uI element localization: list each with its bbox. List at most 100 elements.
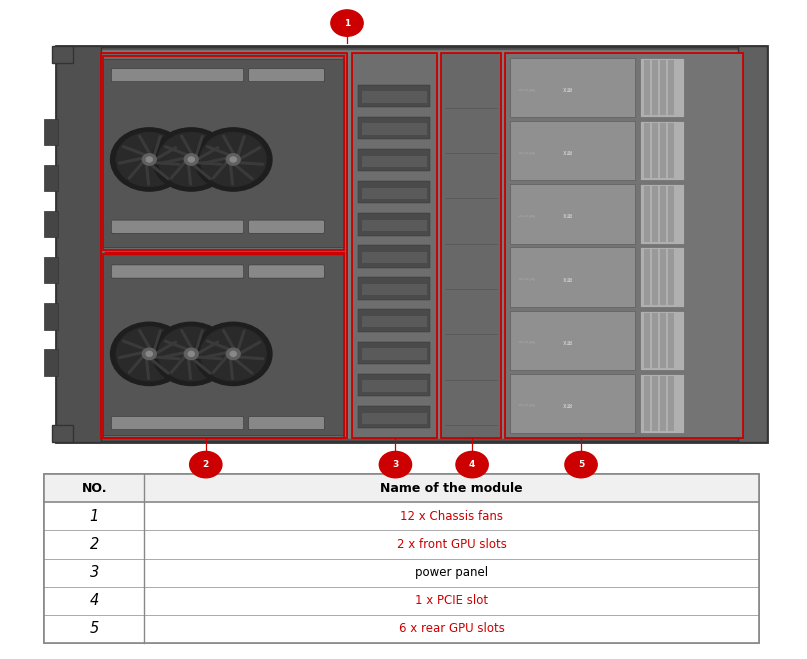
Text: 1: 1 [90,509,99,524]
Bar [660,123,666,179]
Circle shape [456,451,488,478]
Text: GeForce: GeForce [517,275,535,279]
Text: GeForce: GeForce [517,338,535,342]
Bar [362,123,427,134]
Text: 1: 1 [344,18,350,28]
Circle shape [230,351,236,357]
Circle shape [116,327,182,381]
Bar [668,186,674,242]
Text: 3: 3 [90,565,99,580]
Bar [652,123,658,179]
Bar [358,341,430,364]
Text: RTX: RTX [562,212,571,216]
Bar [358,149,430,171]
Bar [44,558,759,587]
Bar [660,249,666,304]
Bar [652,376,658,431]
Bar [352,53,437,438]
Bar [101,53,347,438]
Bar [44,474,759,502]
Bar [362,413,427,424]
Circle shape [200,132,266,186]
Bar [44,257,58,283]
Bar [738,46,767,442]
Circle shape [146,351,153,357]
Bar [358,374,430,396]
Bar [44,165,58,191]
Text: 12 x Chassis fans: 12 x Chassis fans [400,510,503,523]
Bar [60,49,763,439]
Circle shape [200,327,266,381]
Bar [362,284,427,295]
Circle shape [153,128,230,191]
Bar [362,380,427,391]
Circle shape [230,157,236,162]
Bar [668,376,674,431]
Bar [44,119,58,145]
Bar [652,249,658,304]
Bar [660,376,666,431]
Bar [44,530,759,558]
Bar [652,312,658,368]
Bar [362,252,427,263]
Bar [56,46,101,442]
FancyBboxPatch shape [111,416,244,430]
Bar [505,53,743,438]
Circle shape [565,451,597,478]
Bar [44,502,759,530]
Circle shape [116,132,182,186]
Bar [358,277,430,300]
Bar [644,249,650,304]
Bar [103,56,344,250]
Text: RTX: RTX [562,401,571,406]
Bar [510,374,635,433]
Text: power panel: power panel [415,566,488,579]
Bar [644,123,650,179]
Bar [640,374,684,433]
Bar [441,53,501,438]
FancyBboxPatch shape [111,265,244,278]
Circle shape [158,327,224,381]
Circle shape [226,154,240,165]
Bar [44,349,58,376]
Circle shape [111,322,188,386]
Bar [101,53,347,438]
Bar [668,249,674,304]
Text: 1 x PCIE slot: 1 x PCIE slot [415,594,488,607]
Text: NO.: NO. [82,482,107,495]
Bar [358,213,430,235]
Bar [52,46,73,63]
Text: 4: 4 [469,460,475,469]
Bar [358,310,430,332]
Circle shape [226,348,240,360]
Circle shape [194,322,272,386]
Text: 5: 5 [90,621,99,636]
Text: 3: 3 [392,460,399,469]
Bar [44,587,759,614]
Bar [644,376,650,431]
Bar [652,60,658,115]
FancyBboxPatch shape [111,69,244,82]
Text: GeForce: GeForce [517,86,535,90]
Bar [640,121,684,181]
Bar [644,60,650,115]
Text: 2: 2 [90,537,99,552]
Bar [44,614,759,643]
Bar [362,92,427,103]
Bar [358,117,430,139]
Text: 5: 5 [578,460,584,469]
Bar [668,312,674,368]
Circle shape [153,322,230,386]
Circle shape [142,348,157,360]
Text: 6 x rear GPU slots: 6 x rear GPU slots [399,622,504,635]
FancyBboxPatch shape [249,416,324,430]
Bar [358,84,430,107]
Text: 2 x front GPU slots: 2 x front GPU slots [396,538,507,551]
Text: GeForce: GeForce [517,401,535,405]
Bar [362,188,427,199]
Circle shape [188,157,194,162]
Bar [362,316,427,328]
Circle shape [111,128,188,191]
Circle shape [184,154,199,165]
Circle shape [188,351,194,357]
